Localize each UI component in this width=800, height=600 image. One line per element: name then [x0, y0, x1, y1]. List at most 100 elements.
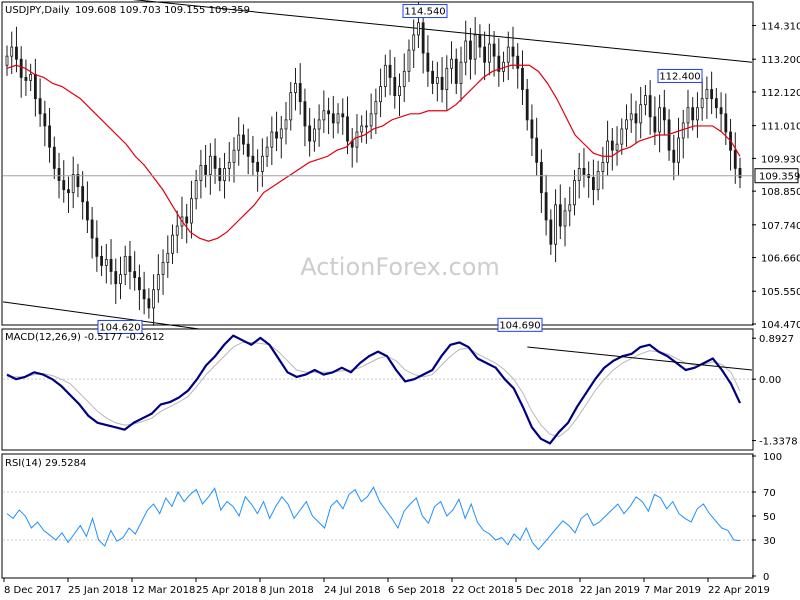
rsi-title: RSI(14) 29.5284 [5, 458, 86, 469]
price-annotation-box [497, 317, 543, 332]
price-candle-body [459, 61, 463, 84]
price-y-tick-label: 112.120 [761, 88, 800, 99]
macd-y-tick-label: -1.3378 [759, 437, 798, 448]
x-tick-label: 22 Oct 2018 [452, 585, 514, 596]
price-candle-body [596, 171, 600, 191]
price-candle-body [275, 131, 278, 139]
price-candle-body [341, 113, 345, 118]
x-tick-label: 7 Mar 2019 [644, 585, 701, 596]
price-annotation-label: 112.400 [659, 71, 700, 82]
price-candle-body [147, 298, 151, 309]
price-candle-body [298, 83, 302, 103]
price-candle-body [592, 177, 595, 191]
rsi-panel-frame [1, 453, 754, 579]
price-candle-body [175, 225, 179, 236]
price-candle-body [308, 125, 312, 142]
watermark: ActionForex.com [300, 253, 500, 281]
price-candle-body [450, 58, 453, 69]
price-candle-body [639, 104, 643, 124]
price-candle-body [525, 89, 529, 121]
price-candle-body [190, 198, 193, 224]
axes: 114.310 113.200 112.120 111.010 109.930 108.8… [3, 22, 800, 596]
price-candle-body [464, 40, 468, 63]
price-candle-body [138, 277, 141, 291]
price-candle-body [270, 131, 274, 148]
price-candle-body [568, 204, 572, 212]
price-annotation-box [402, 4, 448, 19]
price-trendline [132, 0, 753, 63]
price-candle-body [733, 149, 737, 169]
price-candle-body [672, 149, 676, 163]
price-panel-frame [1, 1, 754, 326]
price-candle-body [312, 128, 316, 142]
price-candle-body [5, 55, 9, 66]
price-candle-body [700, 98, 704, 109]
price-candle-body [539, 161, 543, 194]
price-candle-body [473, 34, 477, 60]
rsi-series [3, 486, 752, 551]
price-candle-body [719, 107, 723, 115]
x-tick-label: 25 Jan 2018 [68, 585, 128, 596]
x-tick-label: 24 Jul 2018 [324, 585, 381, 596]
price-candle-body [710, 89, 714, 100]
price-candle-body [199, 164, 203, 181]
price-annotation-label: 104.690 [499, 320, 540, 331]
price-candle-body [554, 204, 557, 245]
price-candle-body [24, 77, 28, 81]
macd-line [6, 334, 741, 445]
price-candle-body [601, 161, 605, 172]
x-tick-label: 25 Apr 2018 [196, 585, 258, 596]
price-candle-body [407, 49, 411, 72]
price-candle-body [152, 289, 156, 309]
price-candle-body [644, 95, 647, 106]
price-candle-body [365, 125, 368, 128]
price-candle-body [15, 46, 18, 60]
price-candle-body [38, 98, 42, 115]
price-candle-body [251, 155, 255, 163]
price-candle-body [119, 274, 122, 285]
price-candle-body [185, 216, 189, 224]
x-tick-label: 22 Apr 2019 [708, 585, 770, 596]
price-candle-body [653, 116, 657, 133]
price-candle-body [426, 52, 430, 72]
price-candle-body [208, 155, 212, 175]
price-candle-body [246, 143, 250, 157]
price-candle-body [521, 67, 524, 90]
price-candle-body [549, 219, 553, 245]
price-candle-body [658, 107, 662, 133]
price-candle-body [317, 119, 321, 130]
price-candle-body [331, 113, 335, 124]
price-y-tick-label: 111.010 [761, 122, 800, 133]
price-annotation-box [97, 319, 143, 334]
price-candle-body [724, 113, 728, 133]
price-y-tick-label: 106.660 [761, 254, 800, 265]
price-candle-body [48, 125, 51, 148]
price-candle-body [620, 128, 624, 145]
price-candle-body [398, 86, 401, 97]
price-candle-body [393, 77, 397, 97]
price-candle-body [714, 98, 718, 109]
price-candle-body [379, 86, 382, 103]
price-candle-body [294, 83, 297, 93]
price-candle-body [412, 34, 416, 51]
macd-y-tick-label: 0.8927 [759, 334, 794, 345]
price-candle-body [516, 55, 520, 69]
current-price-label: 109.359 [759, 172, 800, 183]
price-candle-body [530, 119, 534, 139]
price-candle-body [662, 107, 666, 121]
price-candle-body [76, 174, 80, 187]
symbol-label: USDJPY,Daily [5, 5, 70, 16]
price-candle-body [29, 73, 33, 81]
price-candle-body [289, 92, 293, 121]
x-tick-label: 5 Dec 2018 [516, 585, 574, 596]
price-candle-body [95, 237, 99, 257]
price-y-tick-label: 108.850 [761, 187, 800, 198]
price-y-tick-label: 107.740 [761, 221, 800, 232]
price-candle-body [232, 149, 236, 163]
price-candle-body [81, 186, 85, 203]
price-candle-body [123, 255, 127, 275]
price-candle-body [10, 46, 14, 57]
x-tick-label: 12 Mar 2018 [132, 585, 195, 596]
price-candle-body [506, 46, 510, 63]
price-candle-body [686, 107, 690, 124]
